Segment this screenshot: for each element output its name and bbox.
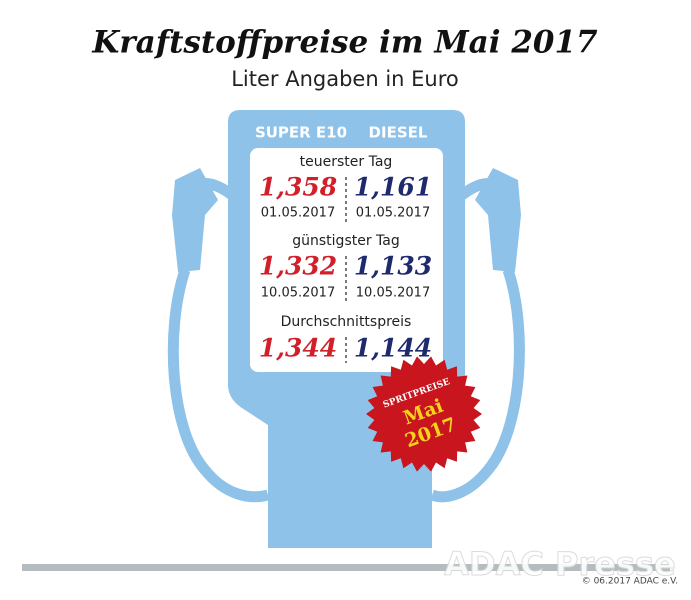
super-date: 01.05.2017	[261, 206, 335, 221]
price-panel	[250, 148, 443, 372]
super-date: 10.05.2017	[261, 286, 335, 301]
super-price: 1,358	[259, 173, 337, 202]
badge: SPRITPREISE Mai 2017	[366, 356, 482, 472]
super-price: 1,344	[259, 334, 337, 363]
starburst	[366, 356, 482, 472]
diesel-price: 1,144	[354, 334, 432, 363]
nozzle-left	[172, 168, 218, 272]
section-label: Durchschnittspreis	[281, 314, 412, 330]
column-header: SUPER E10	[255, 124, 347, 142]
column-header: DIESEL	[369, 124, 428, 142]
section-label: günstigster Tag	[292, 233, 400, 249]
diesel-date: 10.05.2017	[356, 286, 430, 301]
diesel-price: 1,133	[354, 252, 432, 281]
title: Kraftstoffpreise im Mai 2017	[91, 25, 598, 61]
footer-bar	[22, 564, 670, 571]
watermark: ADAC Presse	[444, 545, 675, 583]
diesel-price: 1,161	[354, 173, 432, 202]
section-label: teuerster Tag	[300, 154, 393, 170]
super-price: 1,332	[259, 252, 337, 281]
copyright: © 06.2017 ADAC e.V.	[582, 577, 678, 587]
subtitle: Liter Angaben in Euro	[231, 67, 459, 91]
nozzle-right	[475, 168, 521, 272]
diesel-date: 01.05.2017	[356, 206, 430, 221]
